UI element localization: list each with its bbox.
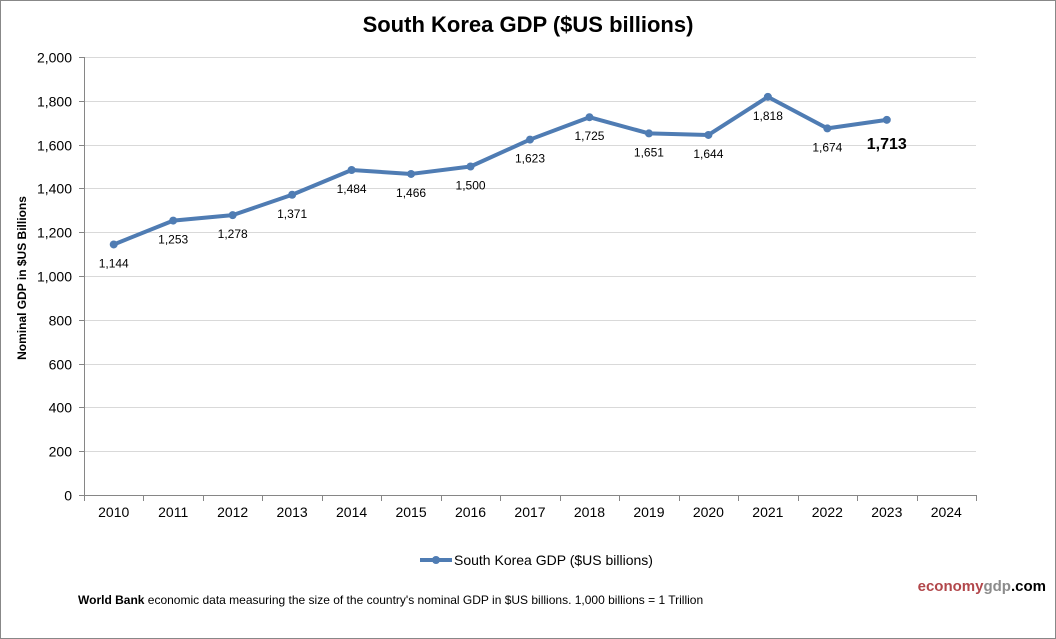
y-tick-label: 2,000 xyxy=(37,50,72,66)
x-tick-label: 2010 xyxy=(98,504,129,520)
data-label: 1,651 xyxy=(634,145,664,159)
y-tick-label: 200 xyxy=(49,444,73,460)
data-point xyxy=(288,190,297,199)
x-tick-label: 2012 xyxy=(217,504,248,520)
source-note: World Bank economic data measuring the s… xyxy=(78,593,703,607)
data-label: 1,818 xyxy=(753,109,783,123)
data-label-latest: 1,713 xyxy=(867,136,907,153)
y-tick-label: 600 xyxy=(49,357,73,373)
series-line-path xyxy=(111,94,889,247)
x-tick-label: 2017 xyxy=(514,504,545,520)
data-label: 1,644 xyxy=(693,147,723,161)
data-label: 1,466 xyxy=(396,186,426,200)
source-description: economic data measuring the size of the … xyxy=(144,593,704,607)
x-tick-label: 2022 xyxy=(812,504,843,520)
y-tick-label: 0 xyxy=(64,488,72,504)
data-point xyxy=(109,240,118,249)
x-tick-label: 2023 xyxy=(871,504,902,520)
y-tick-label: 1,400 xyxy=(37,181,72,197)
data-point xyxy=(347,166,356,175)
data-labels: 1,144 1,253 1,278 1,371 1,484 1,466 1,500 1,623… xyxy=(99,109,907,271)
data-point xyxy=(228,211,237,220)
data-point xyxy=(882,115,891,124)
x-tick-label: 2024 xyxy=(931,504,962,520)
data-point xyxy=(704,130,713,139)
series-line xyxy=(111,94,889,247)
y-tick-label: 1,800 xyxy=(37,94,72,110)
chart-title: South Korea GDP ($US billions) xyxy=(362,12,694,37)
data-point xyxy=(169,216,178,225)
x-tick-label: 2020 xyxy=(693,504,724,520)
y-tick-label: 1,200 xyxy=(37,225,72,241)
data-point xyxy=(407,169,416,178)
brand-logo[interactable]: economygdp.com xyxy=(918,578,1046,595)
y-tick-labels: 0 200 400 600 800 1,000 1,200 1,400 1,600 1,800 2,… xyxy=(37,50,72,504)
x-tick-label: 2014 xyxy=(336,504,367,520)
brand-part-1: economy xyxy=(917,578,984,595)
data-label: 1,371 xyxy=(277,207,307,221)
data-point xyxy=(466,162,475,171)
data-points xyxy=(109,92,891,249)
x-tick-label: 2013 xyxy=(277,504,308,520)
data-label: 1,253 xyxy=(158,233,188,247)
data-label: 1,725 xyxy=(574,129,604,143)
source-name: World Bank xyxy=(78,593,145,607)
x-tick-label: 2016 xyxy=(455,504,486,520)
data-point xyxy=(585,113,594,122)
x-tick-label: 2019 xyxy=(633,504,664,520)
data-label: 1,484 xyxy=(337,182,367,196)
x-tick-label: 2015 xyxy=(395,504,426,520)
data-point xyxy=(526,135,534,144)
data-label: 1,674 xyxy=(812,140,842,154)
y-tick-label: 1,600 xyxy=(37,138,72,154)
data-label: 1,278 xyxy=(218,227,248,241)
brand-part-3: .com xyxy=(1010,578,1046,595)
legend: South Korea GDP ($US billions) xyxy=(420,550,653,570)
data-point xyxy=(763,92,772,101)
x-tick-label: 2021 xyxy=(752,504,783,520)
axes xyxy=(79,57,977,501)
x-tick-labels: 2010 2011 2012 2013 2014 2015 2016 2017 2018 2019… xyxy=(98,504,962,520)
x-tick-label: 2018 xyxy=(574,504,605,520)
data-label: 1,623 xyxy=(515,152,545,166)
data-label: 1,144 xyxy=(99,256,129,270)
data-point xyxy=(823,124,832,133)
brand-part-2: gdp xyxy=(983,578,1011,595)
y-tick-label: 400 xyxy=(49,400,73,416)
data-label: 1,500 xyxy=(456,179,486,193)
y-tick-label: 800 xyxy=(49,313,73,329)
x-tick-label: 2011 xyxy=(158,504,188,520)
legend-label: South Korea GDP ($US billions) xyxy=(454,552,653,568)
gridlines xyxy=(84,57,976,452)
data-point xyxy=(644,129,653,138)
y-tick-label: 1,000 xyxy=(37,269,72,285)
legend-line-marker-icon xyxy=(420,554,452,566)
